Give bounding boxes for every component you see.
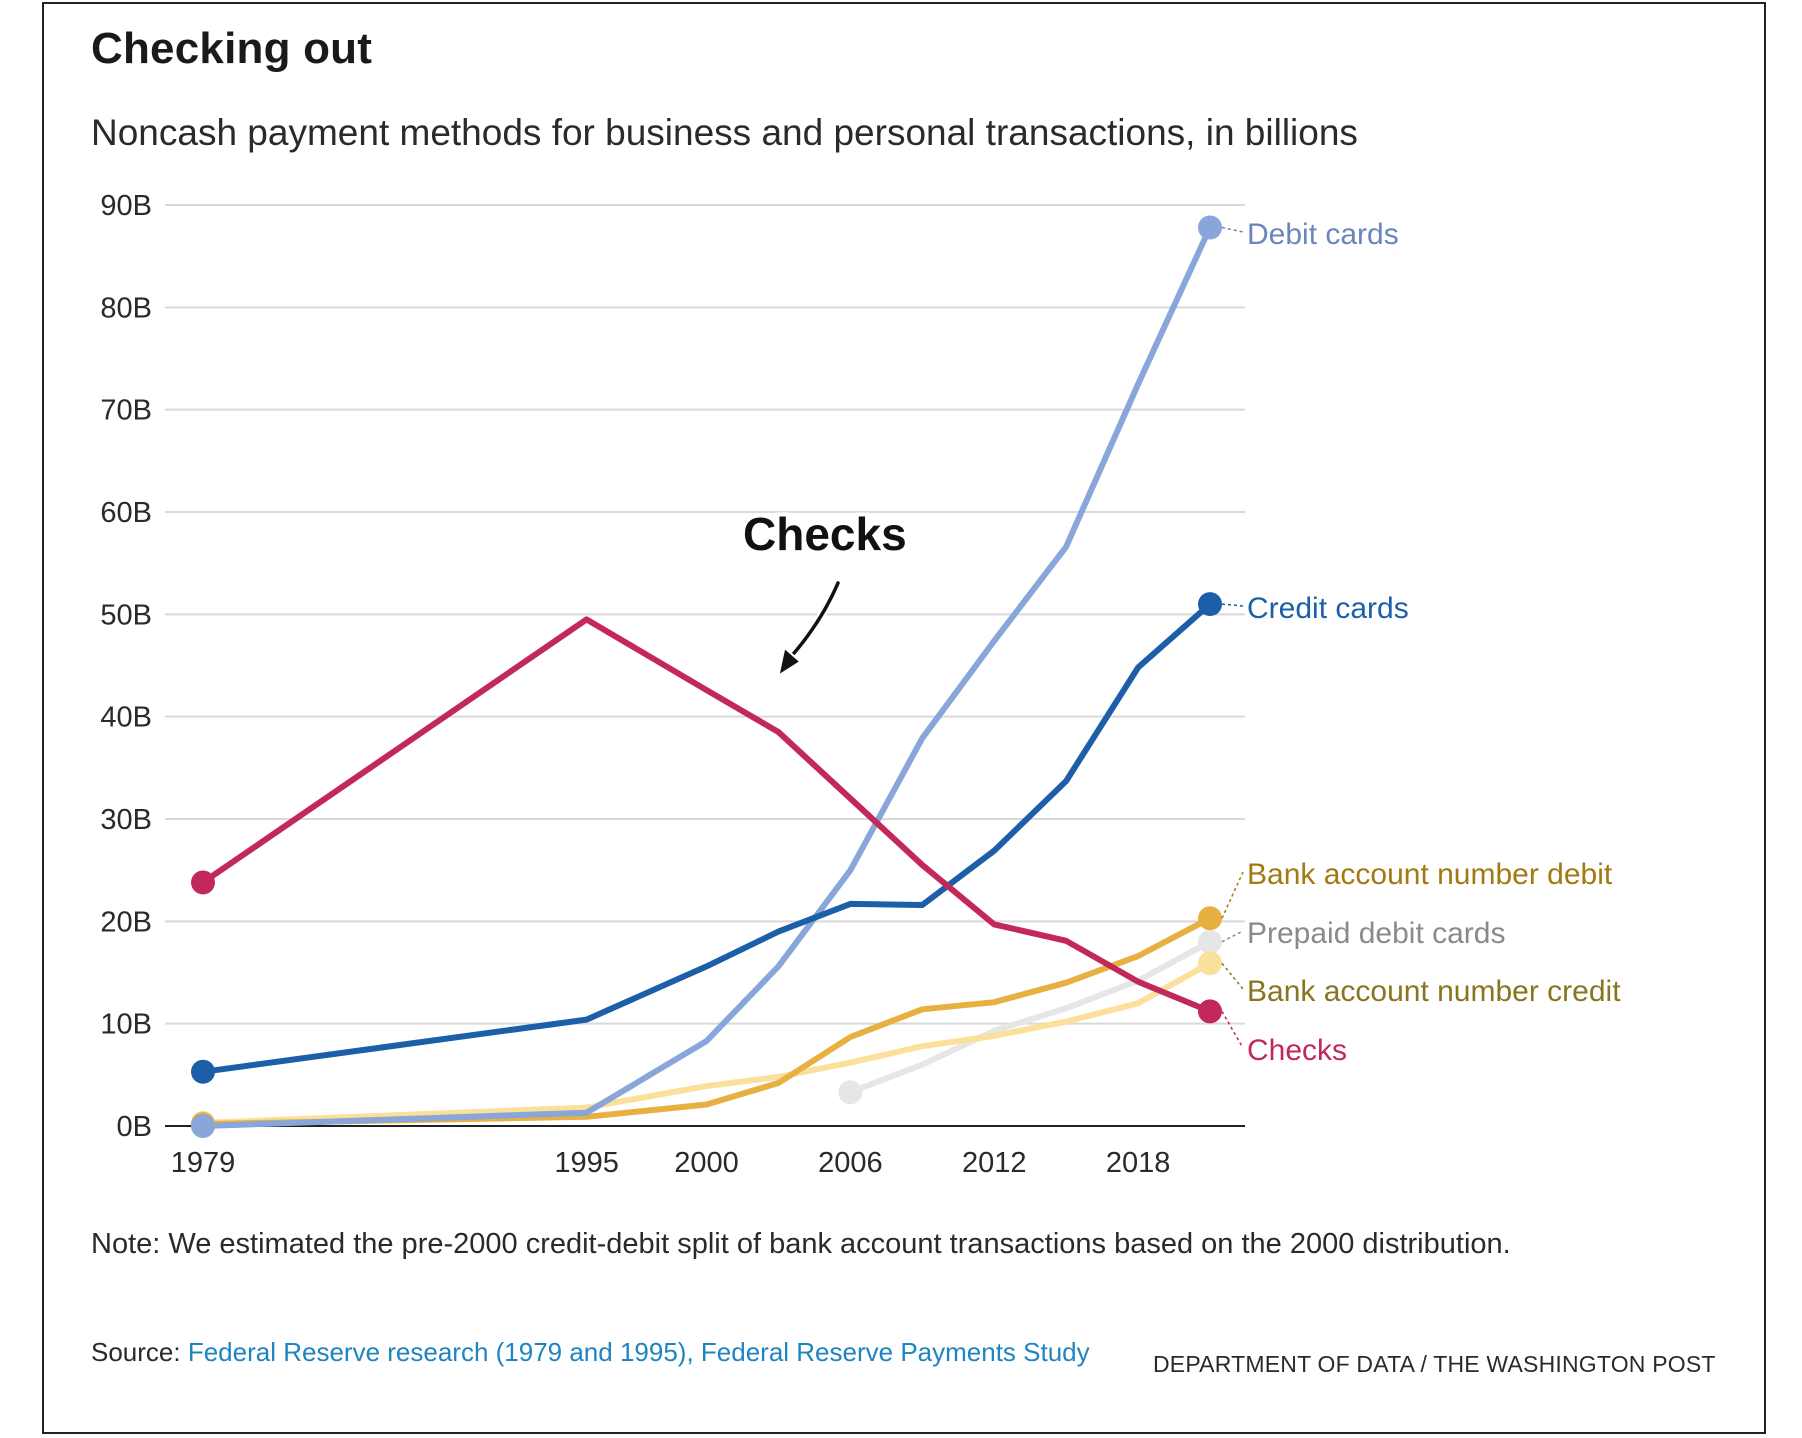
annotation-arrow-line — [782, 579, 842, 666]
series-line-prepaid-debit-cards — [847, 938, 1213, 1096]
end-label-bank-account-number-credit: Bank account number credit — [1247, 975, 1621, 1008]
y-tick-label: 10B — [100, 1009, 152, 1041]
y-tick-label: 0B — [117, 1111, 152, 1143]
series-line-debit-cards — [200, 224, 1213, 1129]
label-leader-line — [1221, 930, 1244, 943]
series-end-dot — [1198, 929, 1222, 954]
series-end-dot — [1198, 999, 1222, 1024]
y-tick-label: 60B — [100, 497, 152, 529]
x-tick-label: 2018 — [1106, 1147, 1171, 1179]
series-line-bank-account-number-debit — [200, 915, 1213, 1127]
label-leader-line — [1221, 962, 1244, 990]
y-tick-label: 20B — [100, 906, 152, 938]
series-end-dot — [1198, 592, 1222, 617]
y-tick-label: 80B — [100, 292, 152, 324]
series-end-dot — [1198, 215, 1222, 240]
x-tick-label: 2000 — [674, 1147, 739, 1179]
annotation-layer: Checks — [739, 504, 911, 678]
end-labels: Debit cards Credit cards Bank account numb… — [1221, 218, 1621, 1067]
chart-subtitle: Noncash payment methods for business and… — [91, 112, 1358, 153]
series-line-bank-account-number-credit — [200, 960, 1213, 1126]
y-tick-label: 70B — [100, 395, 152, 427]
footnote: Note: We estimated the pre-2000 credit-d… — [91, 1228, 1511, 1260]
checks-annotation-label: Checks — [743, 508, 907, 560]
x-tick-label: 1995 — [554, 1147, 619, 1179]
axes: 0B 10B 20B 30B 40B 50B 60B 70B 80B 90B 1979 1995 200… — [100, 190, 1245, 1179]
source-prefix: Source: — [91, 1337, 188, 1367]
end-label-checks: Checks — [1247, 1034, 1347, 1067]
y-tick-label: 50B — [100, 599, 152, 631]
gridlines — [165, 204, 1245, 1025]
label-leader-line — [1221, 603, 1244, 607]
endpoint-dots — [191, 215, 1222, 1138]
series-start-dot — [191, 1059, 215, 1084]
series-end-dot — [1198, 906, 1222, 931]
series-start-dot — [191, 870, 215, 895]
publisher-credit: DEPARTMENT OF DATA / THE WASHINGTON POST — [1153, 1351, 1716, 1377]
end-label-debit-cards: Debit cards — [1247, 218, 1399, 251]
x-tick-label: 1979 — [171, 1147, 236, 1179]
series-start-dot — [838, 1080, 863, 1105]
x-tick-label: 2012 — [962, 1147, 1027, 1179]
end-label-bank-account-number-debit: Bank account number debit — [1247, 858, 1613, 891]
series-line-credit-cards — [200, 601, 1213, 1075]
annotation-arrow — [776, 579, 842, 678]
end-label-credit-cards: Credit cards — [1247, 592, 1409, 625]
source-line: Source: Federal Reserve research (1979 a… — [91, 1333, 1111, 1371]
chart-frame — [42, 2, 1766, 1434]
series-start-dot — [191, 1114, 215, 1138]
label-leader-line — [1221, 226, 1244, 233]
series-end-dot — [1198, 951, 1222, 976]
chart-title: Checking out — [91, 24, 373, 73]
x-tick-label: 2006 — [818, 1147, 883, 1179]
source-link[interactable]: Federal Reserve research (1979 and 1995)… — [187, 1337, 1090, 1367]
label-leader-line — [1221, 1011, 1244, 1049]
end-label-prepaid-debit-cards: Prepaid debit cards — [1247, 917, 1506, 950]
y-tick-label: 30B — [100, 804, 152, 836]
label-leader-line — [1221, 871, 1244, 919]
y-tick-label: 40B — [100, 702, 152, 734]
annotation-arrow-head — [776, 645, 803, 678]
series-lines — [200, 224, 1213, 1129]
y-tick-label: 90B — [100, 190, 152, 222]
series-line-checks — [200, 616, 1213, 1015]
